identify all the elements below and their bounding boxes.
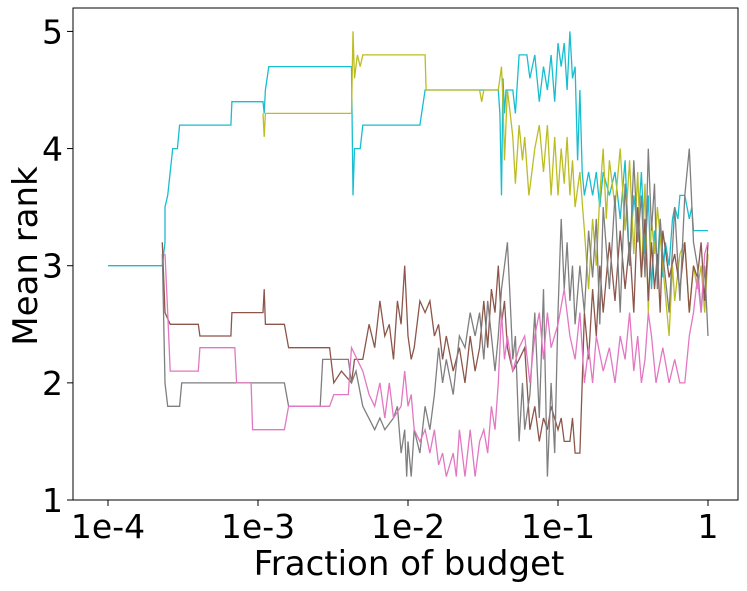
x-axis: 1e-4 1e-3 1e-2 1e-1 1 xyxy=(71,500,719,546)
series-layer xyxy=(108,31,709,477)
x-axis-label: Fraction of budget xyxy=(254,544,565,584)
series-line-olive xyxy=(262,31,709,337)
y-tick-label: 1 xyxy=(42,481,63,520)
x-tick-label: 1 xyxy=(698,507,719,546)
series-line-brown xyxy=(161,207,709,454)
y-tick-label: 3 xyxy=(42,247,63,286)
x-tick-label: 1e-2 xyxy=(371,507,445,546)
y-axis: 1 2 3 4 5 xyxy=(42,12,73,520)
x-tick-label: 1e-3 xyxy=(221,507,295,546)
series-line-pink xyxy=(164,242,709,477)
x-tick-label: 1e-1 xyxy=(521,507,595,546)
plot-frame xyxy=(72,7,739,501)
y-tick-label: 5 xyxy=(42,12,63,51)
y-tick-label: 2 xyxy=(42,364,63,403)
y-tick-label: 4 xyxy=(42,130,63,169)
y-axis-label: Mean rank xyxy=(6,166,46,346)
x-tick-label: 1e-4 xyxy=(71,507,145,546)
